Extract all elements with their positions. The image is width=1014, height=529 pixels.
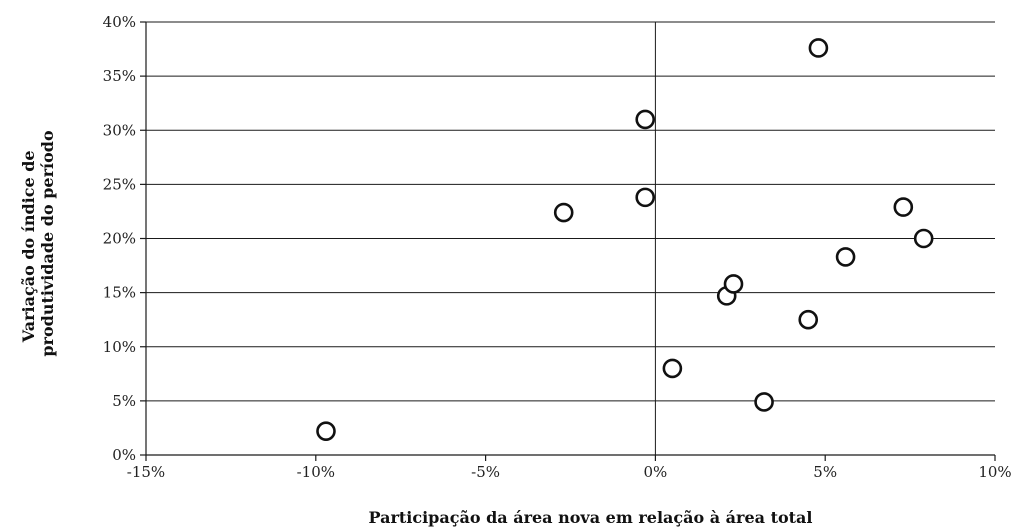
gridlines — [146, 21, 995, 402]
y-tick-label-5: 5% — [112, 392, 136, 410]
y-tick-label-40: 40% — [103, 13, 136, 31]
x-axis-title: Participação da área nova em relação à á… — [368, 508, 812, 527]
y-tick-label-15: 15% — [103, 284, 136, 302]
x-tick-label--10: -10% — [297, 463, 335, 481]
y-tick-label-25: 25% — [103, 175, 136, 193]
y-tick-label-0: 0% — [112, 446, 136, 464]
data-point-12 — [893, 197, 914, 217]
x-tick-label-0: 0% — [644, 463, 668, 481]
data-point-2 — [553, 202, 574, 223]
x-tick-labels: -15% -10% -5% 0% 5% 10% — [127, 463, 1012, 481]
data-point-8 — [754, 392, 774, 412]
data-point-1 — [316, 421, 336, 441]
data-point-4 — [635, 187, 656, 208]
y-tick-label-35: 35% — [103, 67, 136, 85]
data-points — [316, 38, 934, 441]
data-point-3 — [635, 109, 656, 130]
data-point-11 — [835, 247, 856, 267]
x-tick-label--15: -15% — [127, 463, 165, 481]
data-point-10 — [808, 38, 829, 58]
y-tick-label-10: 10% — [103, 338, 136, 356]
data-point-9 — [798, 309, 819, 330]
y-axis-title: Variação do índice de produtividade do p… — [19, 130, 57, 357]
x-tick-label--5: -5% — [471, 463, 500, 481]
axes — [140, 21, 996, 461]
data-point-7 — [723, 274, 744, 294]
data-point-13 — [913, 228, 934, 249]
y-tick-labels: 0% 5% 10% 15% 20% 25% 30% 35% 40% — [103, 13, 136, 464]
y-axis-title-line-1: Variação do índice de — [19, 150, 38, 343]
y-axis-title-line-2: produtividade do período — [38, 130, 57, 357]
x-tick-label-10: 10% — [978, 463, 1011, 481]
data-point-5 — [662, 358, 683, 379]
y-tick-label-20: 20% — [103, 230, 136, 248]
x-tick-label-5: 5% — [813, 463, 837, 481]
y-tick-label-30: 30% — [103, 121, 136, 139]
